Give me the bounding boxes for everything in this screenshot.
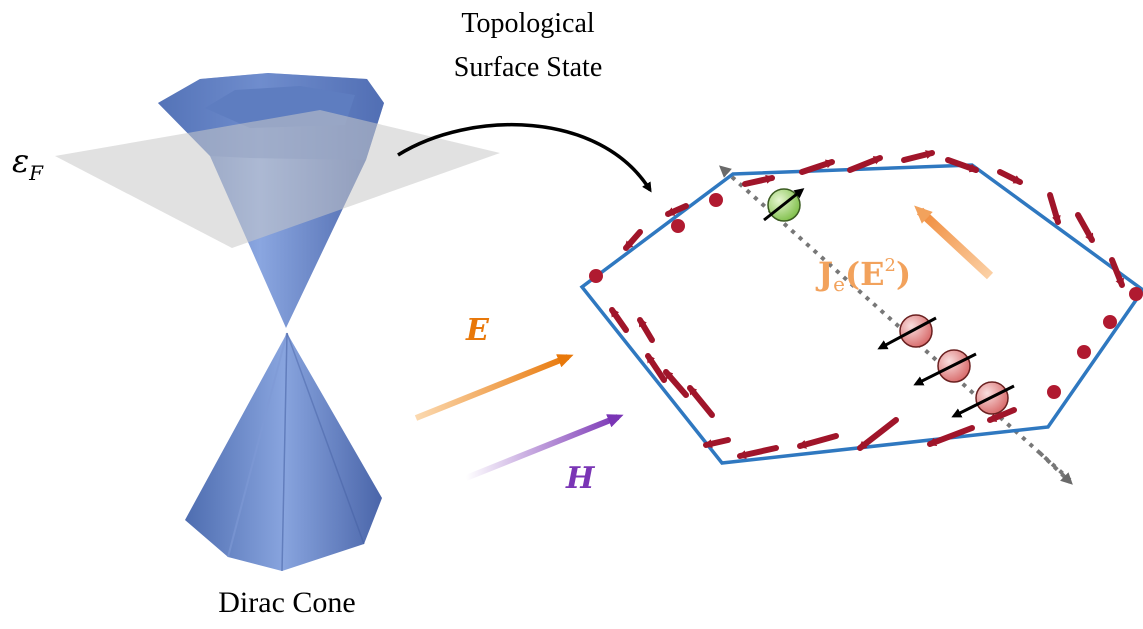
spin-texture — [609, 150, 1125, 460]
hfield-label: H — [565, 461, 596, 496]
hfield-arrow — [464, 414, 624, 481]
spin-dots — [589, 193, 1143, 399]
current-arg: (E — [845, 255, 885, 293]
current-label: Je(E2) — [815, 255, 911, 296]
lower-cone — [185, 333, 382, 571]
fermi-level-label: εF — [12, 142, 44, 185]
electron-green — [763, 188, 805, 222]
fermi-surface-hexagon — [579, 163, 1143, 465]
dotted-axis-end — [1038, 451, 1073, 485]
curved-arrow — [397, 122, 652, 193]
efield-arrow — [414, 354, 574, 421]
dirac-cone-label: Dirac Cone — [218, 586, 355, 619]
tss-label-line2: Surface State — [454, 52, 603, 83]
current-subscript: e — [833, 272, 845, 296]
efield-label: E — [465, 313, 490, 348]
fermi-subscript: F — [28, 161, 44, 185]
current-close: ) — [896, 255, 911, 293]
tss-label-line1: Topological — [461, 8, 595, 39]
electron-red-2 — [913, 349, 977, 386]
electron-red-3 — [951, 381, 1015, 418]
fermi-plane — [55, 110, 500, 248]
current-arrow — [914, 205, 994, 280]
current-exponent: 2 — [885, 255, 896, 276]
dirac-cone — [55, 73, 500, 572]
dotted-axis — [719, 165, 1072, 482]
electron-red-1 — [877, 314, 937, 350]
